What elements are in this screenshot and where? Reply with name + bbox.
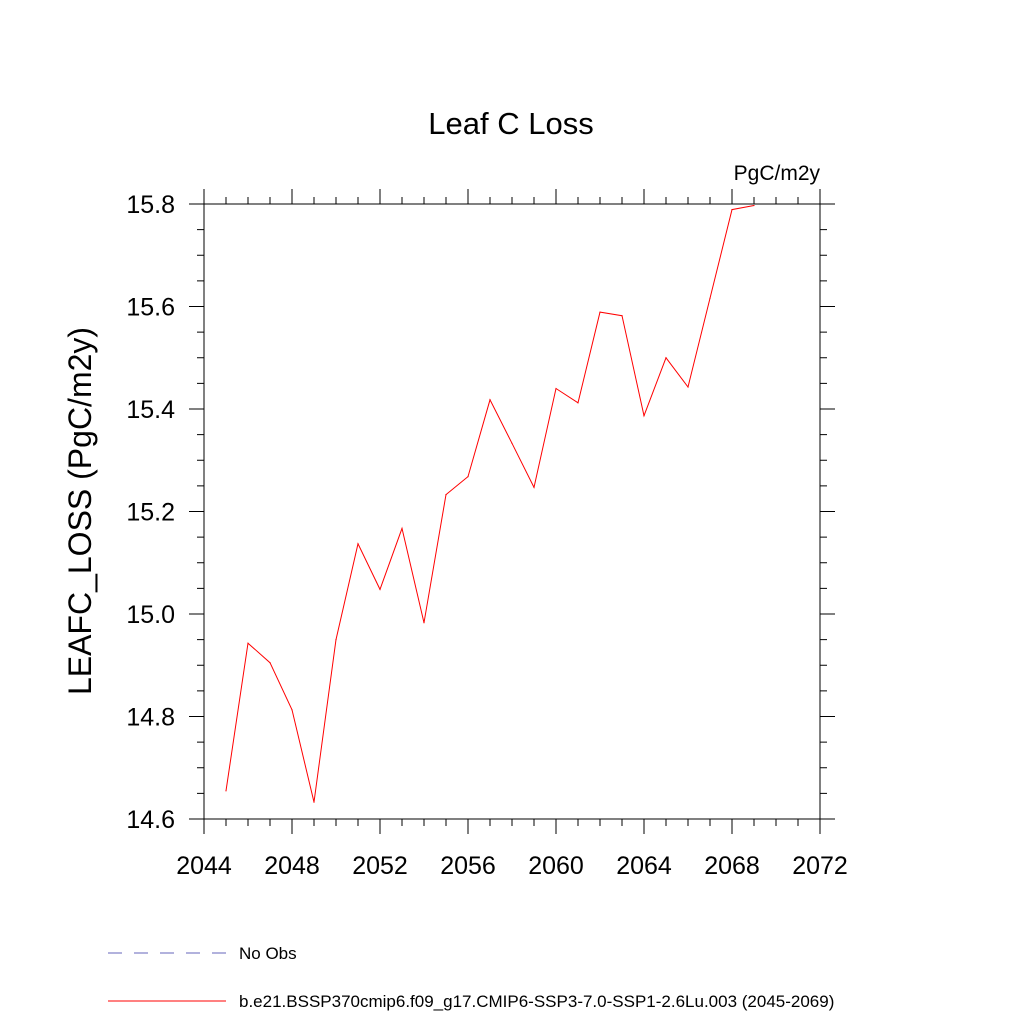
- y-tick-label: 15.6: [126, 294, 175, 322]
- data-point: [687, 386, 689, 388]
- legend: No Obs b.e21.BSSP370cmip6.f09_g17.CMIP6-…: [108, 944, 834, 1011]
- data-point: [335, 639, 337, 641]
- x-tick-label: 2064: [616, 852, 672, 880]
- y-tick-labels: 14.6 14.8 15.0 15.2 15.4 15.6 15.8: [126, 191, 175, 834]
- legend-label-no-obs: No Obs: [239, 944, 297, 963]
- axis-ticks: [189, 189, 835, 834]
- series-line-0: [225, 205, 755, 803]
- data-point: [445, 493, 447, 496]
- y-axis-label: LEAFC_LOSS (PgC/m2y): [62, 327, 98, 695]
- data-point: [533, 486, 535, 489]
- y-tick-label: 14.8: [126, 704, 175, 732]
- y-tick-label: 15.4: [126, 396, 175, 424]
- data-point: [643, 415, 645, 417]
- data-point: [423, 622, 425, 624]
- legend-label-run: b.e21.BSSP370cmip6.f09_g17.CMIP6-SSP3-7.…: [239, 992, 834, 1011]
- y-tick-label: 15.2: [126, 499, 175, 527]
- units-label: PgC/m2y: [734, 162, 821, 185]
- y-tick-label: 15.8: [126, 191, 175, 219]
- data-point: [731, 209, 733, 211]
- x-tick-label: 2052: [352, 852, 408, 880]
- x-tick-labels: 2044 2048 2052 2056 2060 2064 2068 2072: [176, 852, 848, 880]
- data-point: [709, 297, 711, 299]
- data-point: [489, 399, 491, 401]
- data-point: [291, 709, 293, 711]
- data-point: [357, 543, 359, 545]
- data-point: [753, 204, 755, 207]
- chart-title: Leaf C Loss: [428, 106, 593, 141]
- data-point: [379, 588, 381, 591]
- y-tick-label: 15.0: [126, 601, 175, 629]
- data-point: [511, 442, 513, 444]
- x-tick-label: 2048: [264, 852, 320, 880]
- data-point: [313, 801, 315, 803]
- x-tick-label: 2060: [528, 852, 584, 880]
- data-point: [225, 790, 227, 792]
- y-tick-label: 14.6: [126, 806, 175, 834]
- x-tick-label: 2056: [440, 852, 496, 880]
- data-point: [621, 315, 623, 317]
- x-tick-label: 2068: [704, 852, 760, 880]
- data-point: [467, 476, 469, 478]
- data-point: [401, 527, 403, 530]
- data-point: [555, 387, 557, 390]
- data-point: [269, 662, 271, 664]
- x-tick-label: 2044: [176, 852, 232, 880]
- data-point: [599, 311, 601, 313]
- data-point: [577, 402, 579, 404]
- data-point: [665, 357, 667, 359]
- data-point: [247, 642, 249, 644]
- series-lines: [225, 204, 755, 803]
- x-tick-label: 2072: [792, 852, 848, 880]
